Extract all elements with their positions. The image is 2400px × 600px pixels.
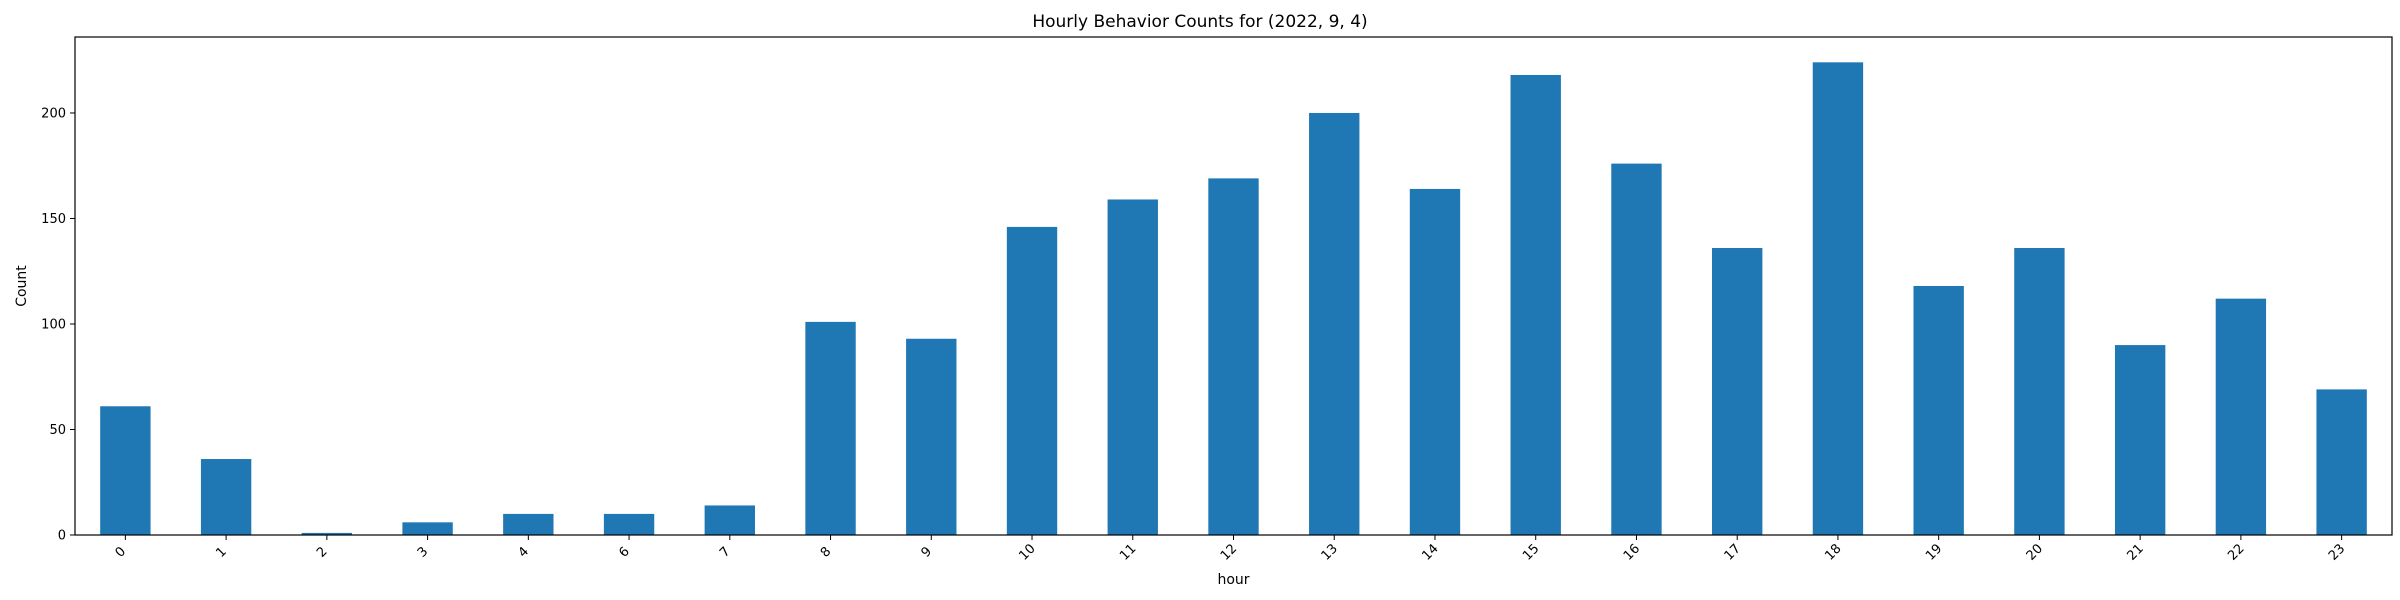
bar-hour-22 xyxy=(2215,298,2267,535)
x-tick-label-17: 17 xyxy=(1722,541,1744,563)
x-tick-label-0: 0 xyxy=(113,544,129,560)
y-tick-label-150: 150 xyxy=(41,212,66,227)
y-tick-label-50: 50 xyxy=(49,423,66,438)
y-axis-label: Count xyxy=(14,265,30,307)
bar-hour-12 xyxy=(1208,178,1259,536)
bar-hour-3 xyxy=(402,522,453,535)
x-tick-label-9: 9 xyxy=(919,544,935,560)
y-tick-label-200: 200 xyxy=(41,106,66,121)
x-tick-label-7: 7 xyxy=(717,544,733,560)
bar-hour-2 xyxy=(301,532,353,535)
bar-hour-18 xyxy=(1812,62,1864,536)
x-tick-label-8: 8 xyxy=(818,544,834,560)
x-tick-label-15: 15 xyxy=(1520,541,1542,563)
x-tick-label-3: 3 xyxy=(415,544,431,560)
x-tick-label-1: 1 xyxy=(213,544,229,560)
bar-hour-19 xyxy=(1913,286,1964,535)
bar-hour-16 xyxy=(1611,163,1662,535)
x-tick-label-10: 10 xyxy=(1016,541,1038,563)
bar-hour-9 xyxy=(906,338,957,535)
x-tick-label-4: 4 xyxy=(516,544,532,560)
bar-hour-10 xyxy=(1006,226,1058,535)
bar-hour-15 xyxy=(1510,74,1561,536)
bar-hour-6 xyxy=(603,513,655,535)
bar-hour-4 xyxy=(503,513,554,535)
x-axis: 0 1 2 3 4 6 7 8 9 10 11 12 13 14 15 16 17 18 19 20 21 22 23 xyxy=(113,535,2348,564)
x-tick-label-22: 22 xyxy=(2225,541,2247,563)
y-tick-label-100: 100 xyxy=(41,317,66,332)
bar-hour-23 xyxy=(2316,389,2367,535)
bar-hour-1 xyxy=(200,459,252,535)
x-tick-label-13: 13 xyxy=(1319,541,1341,563)
x-tick-label-19: 19 xyxy=(1923,541,1945,563)
bar-hour-21 xyxy=(2114,345,2166,535)
bars-group xyxy=(100,62,2367,536)
bar-hour-11 xyxy=(1107,199,1158,536)
x-tick-label-23: 23 xyxy=(2326,541,2348,563)
chart-title: Hourly Behavior Counts for (2022, 9, 4) xyxy=(1032,12,1367,32)
x-tick-label-14: 14 xyxy=(1419,541,1441,563)
x-tick-label-6: 6 xyxy=(616,544,632,560)
x-tick-label-12: 12 xyxy=(1218,541,1240,563)
bar-hour-8 xyxy=(805,321,856,535)
bar-hour-13 xyxy=(1309,112,1360,536)
bar-hour-0 xyxy=(100,406,151,535)
plot-frame xyxy=(74,36,2393,536)
x-tick-label-21: 21 xyxy=(2125,541,2147,563)
x-tick-label-2: 2 xyxy=(314,544,330,560)
bar-hour-17 xyxy=(1712,248,1763,535)
bar-hour-20 xyxy=(2014,248,2065,535)
bar-hour-14 xyxy=(1409,188,1461,536)
x-tick-label-18: 18 xyxy=(1822,541,1844,563)
x-tick-label-11: 11 xyxy=(1117,541,1139,563)
y-tick-label-0: 0 xyxy=(58,529,66,544)
x-axis-label: hour xyxy=(1217,572,1249,588)
y-axis: 0 50 100 150 200 xyxy=(41,106,75,544)
x-tick-label-16: 16 xyxy=(1621,541,1643,563)
x-tick-label-20: 20 xyxy=(2024,541,2046,563)
bar-hour-7 xyxy=(704,505,755,535)
